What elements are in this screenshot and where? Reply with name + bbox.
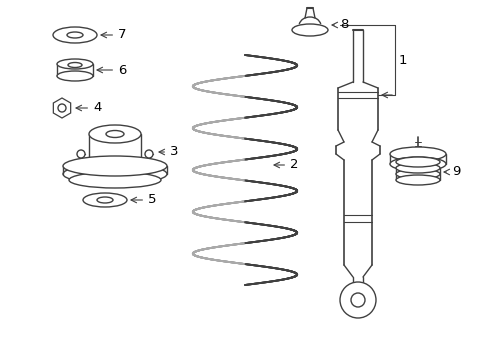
Ellipse shape xyxy=(67,32,83,38)
Ellipse shape xyxy=(89,125,141,143)
Circle shape xyxy=(58,104,66,112)
Text: 9: 9 xyxy=(443,166,459,179)
Ellipse shape xyxy=(389,147,445,161)
Ellipse shape xyxy=(291,24,327,36)
Ellipse shape xyxy=(63,156,167,176)
Ellipse shape xyxy=(63,164,167,184)
Ellipse shape xyxy=(395,175,439,185)
Ellipse shape xyxy=(395,169,439,179)
Circle shape xyxy=(339,282,375,318)
Polygon shape xyxy=(53,98,70,118)
Text: 4: 4 xyxy=(76,102,101,114)
Ellipse shape xyxy=(57,59,93,69)
Text: 5: 5 xyxy=(131,193,156,207)
Text: 3: 3 xyxy=(159,145,178,158)
Text: 7: 7 xyxy=(101,28,126,41)
Ellipse shape xyxy=(83,193,127,207)
Ellipse shape xyxy=(145,150,153,158)
Text: 8: 8 xyxy=(331,18,347,31)
Text: 2: 2 xyxy=(273,158,298,171)
Text: 6: 6 xyxy=(97,63,126,77)
Ellipse shape xyxy=(389,157,445,171)
Text: 1: 1 xyxy=(398,54,407,67)
Ellipse shape xyxy=(97,197,113,203)
Ellipse shape xyxy=(53,27,97,43)
Circle shape xyxy=(350,293,364,307)
Ellipse shape xyxy=(106,130,124,138)
Ellipse shape xyxy=(69,172,161,188)
Ellipse shape xyxy=(57,71,93,81)
Ellipse shape xyxy=(395,163,439,173)
Ellipse shape xyxy=(395,157,439,167)
Ellipse shape xyxy=(77,150,85,158)
Ellipse shape xyxy=(68,63,82,68)
